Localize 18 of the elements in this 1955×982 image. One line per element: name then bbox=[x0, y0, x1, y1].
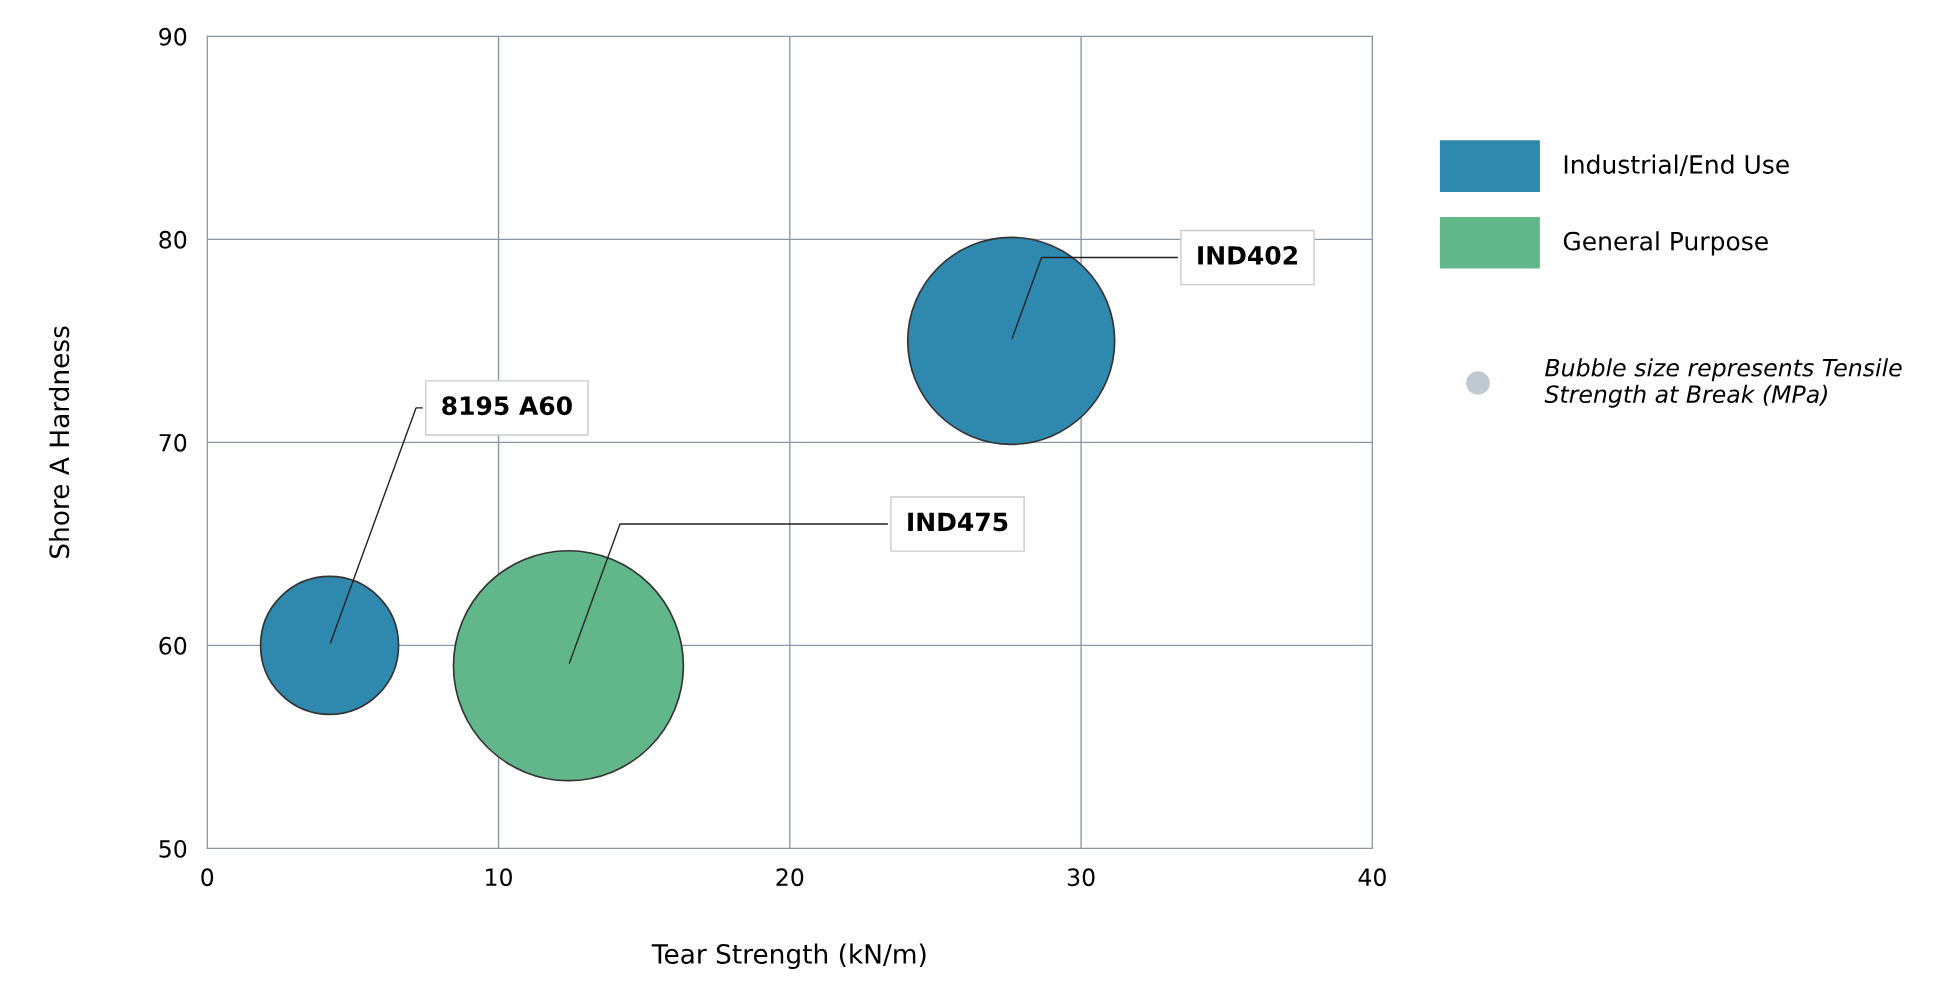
text: Bubble size represents Tensile Strength at Break (MPa) bbox=[1544, 358, 1902, 408]
y-tick-label: 90 bbox=[159, 27, 187, 46]
y-tick-label: 70 bbox=[159, 433, 187, 452]
x-tick-label: 40 bbox=[1358, 868, 1386, 887]
annotation: IND402 bbox=[1198, 245, 1297, 265]
legend-label: Industrial/End Use bbox=[1564, 154, 1789, 176]
legend-label: General Purpose bbox=[1563, 231, 1768, 256]
y-tick-label: 50 bbox=[159, 839, 187, 858]
y-axis-title: Shore A Hardness bbox=[48, 326, 70, 558]
x-tick-label: 20 bbox=[776, 868, 804, 887]
x-tick-label: 30 bbox=[1067, 868, 1095, 887]
annotation: 8195 A60 bbox=[442, 396, 572, 416]
x-tick-label: 10 bbox=[486, 868, 512, 887]
y-tick-label: 80 bbox=[159, 230, 187, 249]
y-tick-label: 60 bbox=[159, 636, 187, 655]
x-tick-label: 0 bbox=[201, 868, 214, 887]
x-axis-title: Tear Strength (kN/m) bbox=[651, 943, 926, 970]
annotation: IND475 bbox=[908, 512, 1008, 532]
